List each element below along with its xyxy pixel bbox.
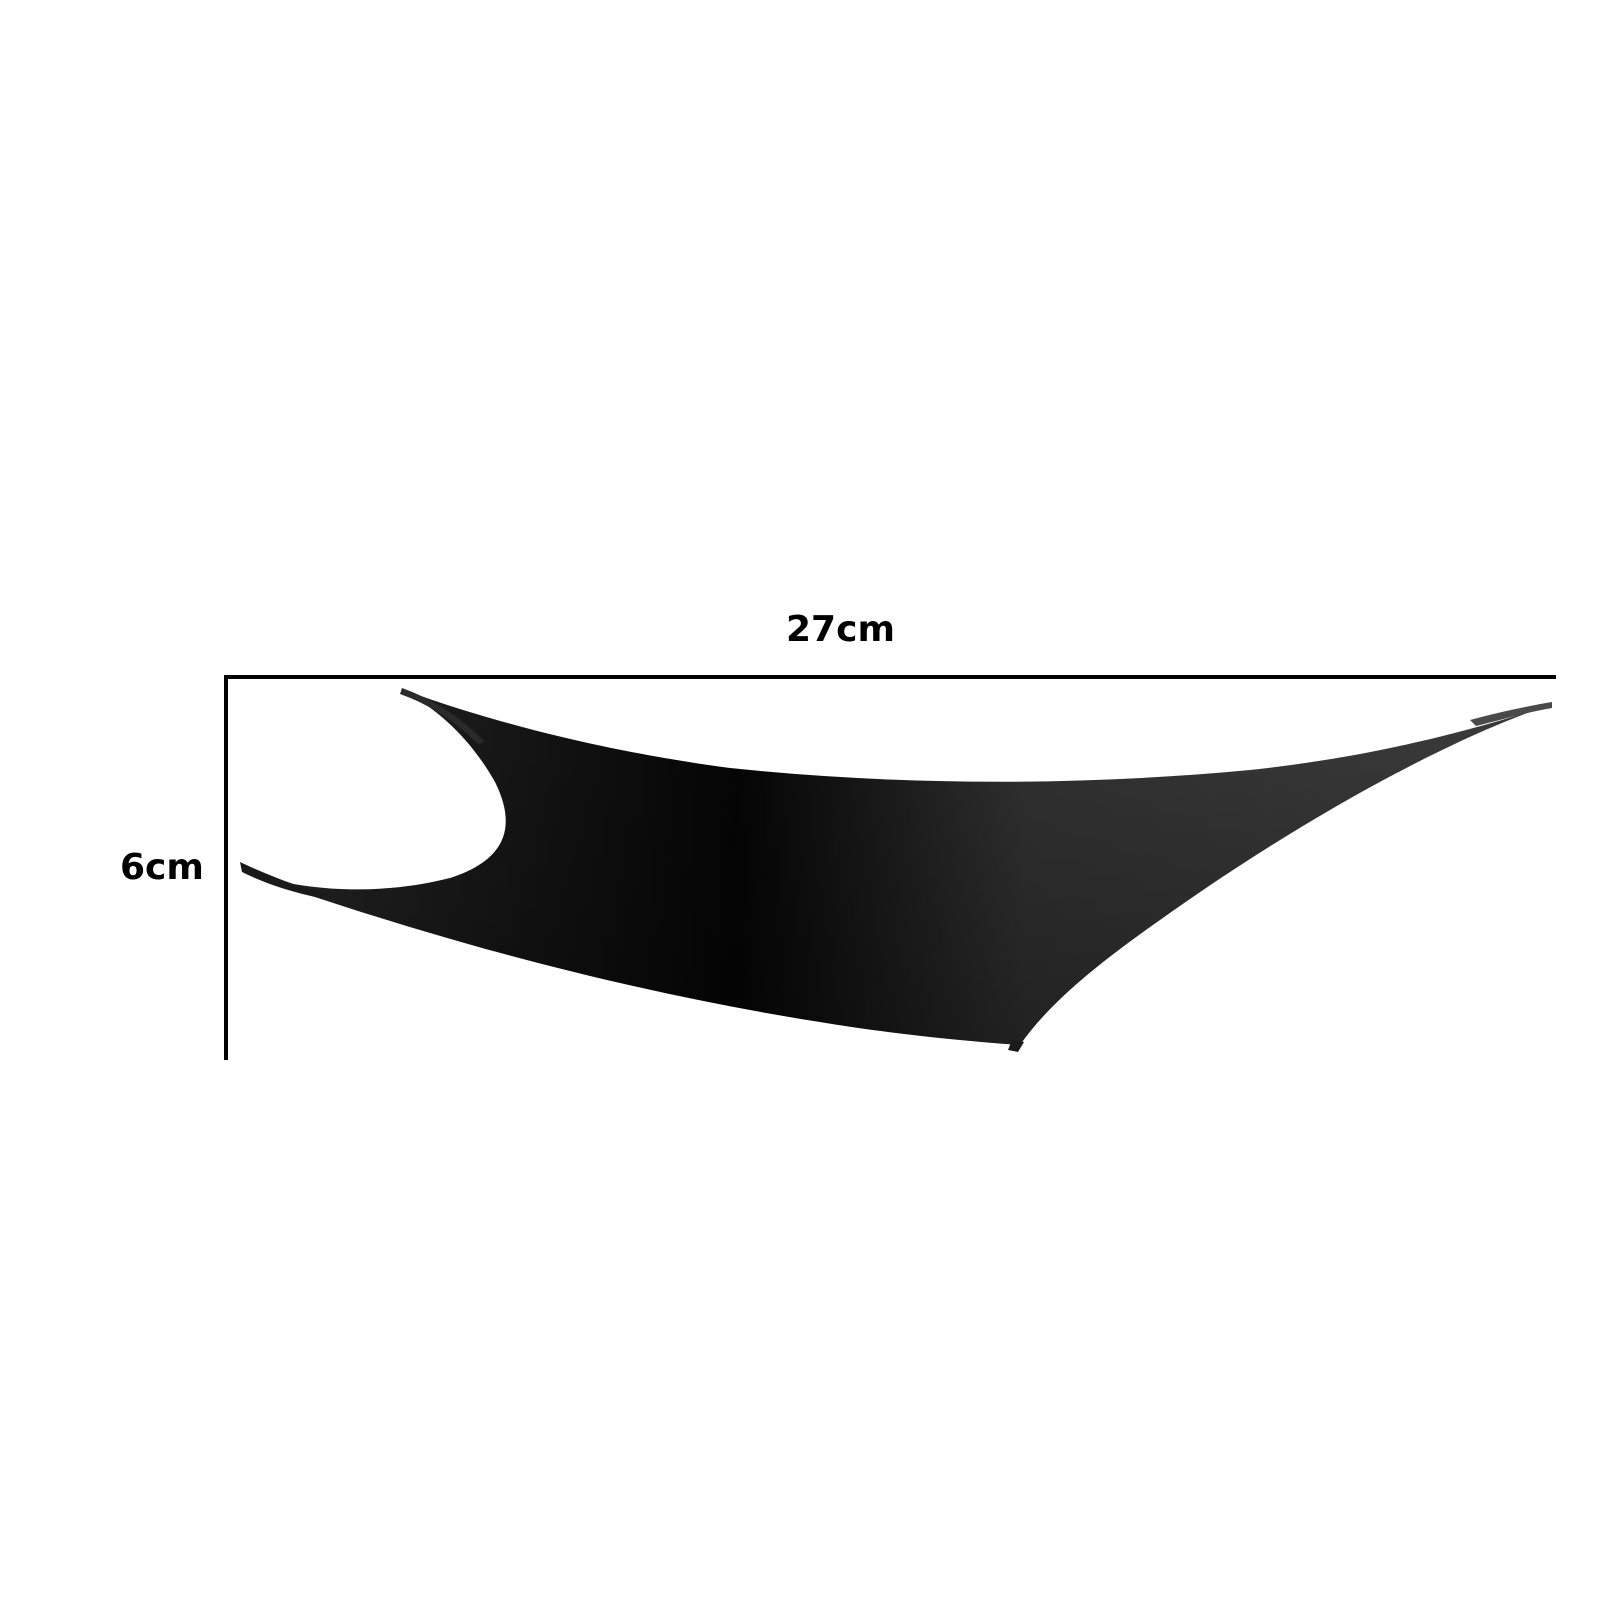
dimension-lines — [224, 675, 1556, 1060]
height-dimension-label: 6cm — [120, 847, 204, 888]
tray-left-lip — [240, 862, 330, 898]
curved-tray-shape-icon — [240, 688, 1552, 1052]
tray-right-lip — [1470, 702, 1552, 726]
tray-bottom-lip — [1008, 1040, 1024, 1052]
width-dimension-label: 27cm — [786, 609, 895, 650]
tray-upper-lip — [400, 688, 485, 744]
tray-body-shade — [240, 690, 1550, 1045]
